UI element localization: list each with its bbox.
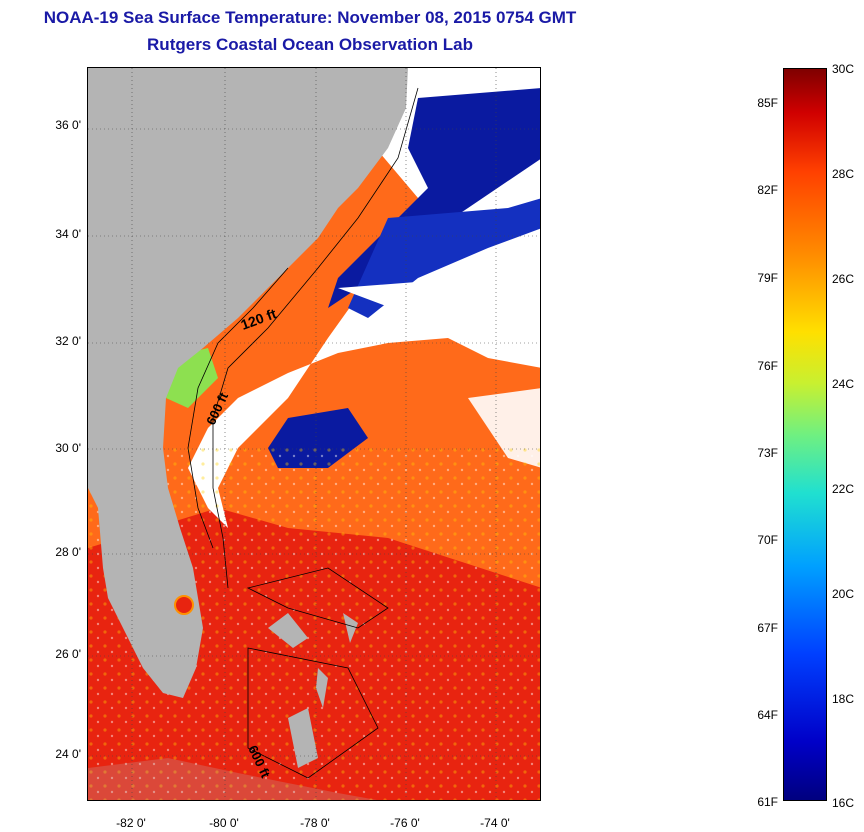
bahamas-island (316, 668, 328, 708)
cuba-coast (88, 758, 377, 800)
longitude-label: -76 0' (390, 816, 420, 830)
colorbar-fahrenheit-label: 82F (757, 183, 778, 197)
longitude-label: -78 0' (300, 816, 330, 830)
land-mass (88, 68, 408, 698)
colorbar-fahrenheit-label: 70F (757, 533, 778, 547)
latitude-label: 32 0' (55, 334, 81, 348)
latitude-label: 24 0' (55, 747, 81, 761)
lake-okeechobee (174, 595, 194, 615)
map-title: NOAA-19 Sea Surface Temperature: Novembe… (43, 8, 577, 27)
latitude-label: 34 0' (55, 227, 81, 241)
colorbar-celsius-label: 20C (832, 587, 855, 601)
temperature-colorbar (783, 68, 827, 801)
colorbar-celsius-label: 16C (832, 796, 855, 810)
colorbar-celsius-label: 18C (832, 692, 855, 706)
bahamas-island (343, 613, 358, 643)
sst-map[interactable]: 120 ft 600 ft 600 ft (87, 67, 541, 801)
longitude-label: -82 0' (116, 816, 146, 830)
colorbar-fahrenheit-label: 73F (757, 446, 778, 460)
depth-contour-600ft (212, 87, 419, 589)
map-subtitle: Rutgers Coastal Ocean Observation Lab (147, 35, 473, 54)
colorbar-fahrenheit-label: 61F (757, 795, 778, 809)
colorbar-fahrenheit-label: 85F (757, 96, 778, 110)
bahamas-island (268, 613, 308, 648)
colorbar-celsius-label: 22C (832, 482, 855, 496)
colorbar-fahrenheit-label: 64F (757, 708, 778, 722)
colorbar-fahrenheit-label: 76F (757, 359, 778, 373)
longitude-label: -74 0' (480, 816, 510, 830)
bahamas-island (288, 708, 318, 768)
colorbar-celsius-label: 24C (832, 377, 855, 391)
latitude-label: 36 0' (55, 118, 81, 132)
colorbar-fahrenheit-label: 79F (757, 271, 778, 285)
cloud-cover-mid (338, 278, 540, 338)
latitude-label: 30 0' (55, 441, 81, 455)
longitude-label: -80 0' (209, 816, 239, 830)
colorbar-celsius-label: 28C (832, 167, 855, 181)
colorbar-celsius-label: 26C (832, 272, 855, 286)
colorbar-celsius-label: 30C (832, 62, 855, 76)
colorbar-fahrenheit-label: 67F (757, 621, 778, 635)
depth-contour-120ft (187, 267, 289, 549)
depth-contour-bahamas (246, 567, 389, 779)
latitude-label: 28 0' (55, 545, 81, 559)
latitude-label: 26 0' (55, 647, 81, 661)
cloud-cover-east (468, 388, 540, 468)
sst-map-svg: 120 ft 600 ft 600 ft (88, 68, 540, 800)
